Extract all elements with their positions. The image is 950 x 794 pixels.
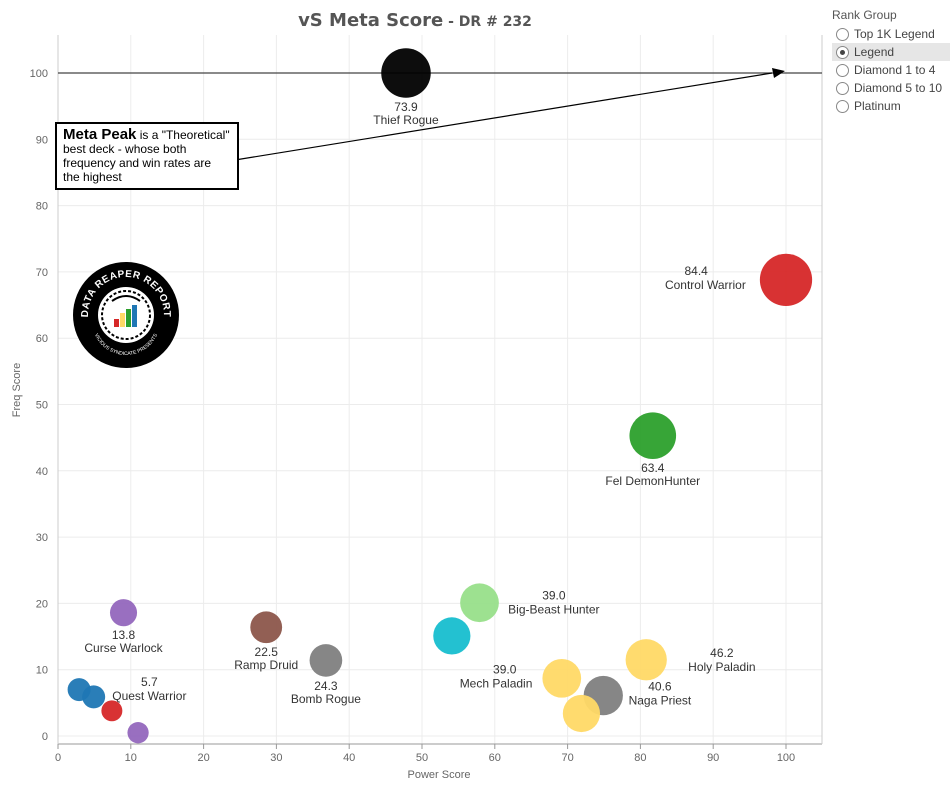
point-name-label: Thief Rogue bbox=[373, 113, 439, 127]
y-tick-label: 30 bbox=[36, 532, 48, 544]
deck-point[interactable] bbox=[460, 583, 499, 623]
x-tick-label: 30 bbox=[270, 752, 282, 764]
x-tick-label: 60 bbox=[489, 752, 501, 764]
radio-icon[interactable] bbox=[836, 27, 849, 41]
x-tick-label: 80 bbox=[634, 752, 646, 764]
annotation-text: is a "Theoretical" best deck - whose bot… bbox=[63, 128, 230, 184]
point-name-label: Quest Warrior bbox=[112, 689, 186, 703]
radio-icon[interactable] bbox=[836, 81, 849, 95]
deck-point[interactable] bbox=[381, 48, 431, 98]
x-tick-label: 20 bbox=[197, 752, 209, 764]
point-name-label: Mech Paladin bbox=[460, 676, 533, 690]
deck-point[interactable] bbox=[625, 639, 667, 681]
x-tick-label: 0 bbox=[55, 752, 61, 764]
point-name-label: Curse Warlock bbox=[84, 641, 163, 655]
y-tick-label: 100 bbox=[30, 68, 48, 80]
point-name-label: Bomb Rogue bbox=[291, 692, 361, 706]
deck-point[interactable] bbox=[542, 658, 582, 698]
meta-peak-arrow bbox=[234, 68, 785, 161]
y-tick-label: 40 bbox=[36, 466, 48, 478]
legend-option[interactable]: Platinum bbox=[832, 97, 950, 115]
point-score-label: 24.3 bbox=[314, 679, 338, 693]
point-name-label: Ramp Druid bbox=[234, 658, 298, 672]
y-tick-label: 80 bbox=[36, 201, 48, 213]
annotation-bold: Meta Peak bbox=[63, 126, 137, 143]
deck-point[interactable] bbox=[433, 617, 471, 655]
chart-title-main: vS Meta Score bbox=[298, 10, 444, 31]
y-tick-label: 0 bbox=[42, 731, 48, 743]
point-score-label: 46.2 bbox=[710, 646, 734, 660]
x-tick-label: 100 bbox=[777, 752, 795, 764]
point-name-label: Big-Beast Hunter bbox=[508, 603, 599, 617]
deck-point[interactable] bbox=[309, 644, 343, 677]
logo-bars-icon bbox=[111, 295, 141, 327]
x-tick-label: 90 bbox=[707, 752, 719, 764]
scatter-chart: 0 10 20 30 40 50 60 70 80 90 100 0 10 20 30 40 50 60 70 80 9… bbox=[11, 35, 823, 781]
chart-title: vS Meta Score - DR # 232 bbox=[0, 10, 830, 31]
legend-option[interactable]: Diamond 5 to 10 bbox=[832, 79, 950, 97]
x-tick-label: 70 bbox=[561, 752, 573, 764]
y-tick-label: 50 bbox=[36, 400, 48, 412]
data-reaper-logo: DATA REAPER REPORT VICIOUS SYNDICATE PRE… bbox=[73, 262, 179, 368]
y-tick-label: 90 bbox=[36, 134, 48, 146]
point-name-label: Holy Paladin bbox=[688, 660, 755, 674]
point-score-label: 22.5 bbox=[255, 645, 279, 659]
legend-option[interactable]: Legend bbox=[832, 43, 950, 61]
x-tick-label: 10 bbox=[125, 752, 137, 764]
point-score-label: 84.4 bbox=[685, 264, 709, 278]
legend-title: Rank Group bbox=[832, 8, 897, 22]
point-name-label: Fel DemonHunter bbox=[605, 474, 700, 488]
point-score-label: 39.0 bbox=[493, 662, 517, 676]
x-axis-label: Power Score bbox=[408, 769, 471, 781]
legend-option-label: Platinum bbox=[854, 99, 901, 113]
point-score-label: 63.4 bbox=[641, 461, 665, 475]
legend-option-label: Diamond 5 to 10 bbox=[854, 81, 943, 95]
deck-point[interactable] bbox=[250, 611, 283, 644]
legend-option-label: Diamond 1 to 4 bbox=[854, 63, 936, 77]
points-layer bbox=[67, 48, 813, 744]
y-axis-label: Freq Score bbox=[11, 363, 23, 417]
point-name-label: Naga Priest bbox=[629, 694, 692, 708]
deck-point[interactable] bbox=[629, 412, 677, 459]
legend-option[interactable]: Top 1K Legend bbox=[832, 25, 950, 43]
point-score-label: 13.8 bbox=[112, 628, 136, 642]
legend-option-label: Legend bbox=[854, 45, 895, 59]
radio-icon[interactable] bbox=[836, 45, 849, 59]
point-score-label: 39.0 bbox=[542, 589, 566, 603]
y-tick-label: 20 bbox=[36, 598, 48, 610]
radio-icon[interactable] bbox=[836, 99, 849, 113]
point-name-label: Control Warrior bbox=[665, 278, 746, 292]
deck-point[interactable] bbox=[82, 685, 106, 709]
point-score-label: 73.9 bbox=[394, 100, 418, 114]
legend-option-label: Top 1K Legend bbox=[854, 27, 935, 41]
y-tick-label: 60 bbox=[36, 333, 48, 345]
legend-option[interactable]: Diamond 1 to 4 bbox=[832, 61, 950, 79]
deck-point[interactable] bbox=[562, 694, 601, 733]
point-score-label: 5.7 bbox=[141, 675, 158, 689]
meta-peak-annotation: Meta Peak is a "Theoretical" best deck -… bbox=[55, 122, 239, 190]
x-tick-label: 40 bbox=[343, 752, 355, 764]
x-tick-label: 50 bbox=[416, 752, 428, 764]
grid-layer bbox=[58, 35, 822, 744]
deck-point[interactable] bbox=[759, 253, 813, 306]
point-score-label: 40.6 bbox=[648, 680, 672, 694]
deck-point[interactable] bbox=[101, 700, 123, 722]
chart-title-sub: - DR # 232 bbox=[443, 14, 532, 30]
radio-icon[interactable] bbox=[836, 63, 849, 77]
deck-point[interactable] bbox=[109, 599, 138, 627]
deck-point[interactable] bbox=[127, 722, 149, 744]
y-tick-label: 10 bbox=[36, 665, 48, 677]
y-tick-label: 70 bbox=[36, 267, 48, 279]
rank-group-legend: Rank Group Top 1K Legend Legend Diamond 1 … bbox=[832, 8, 950, 115]
